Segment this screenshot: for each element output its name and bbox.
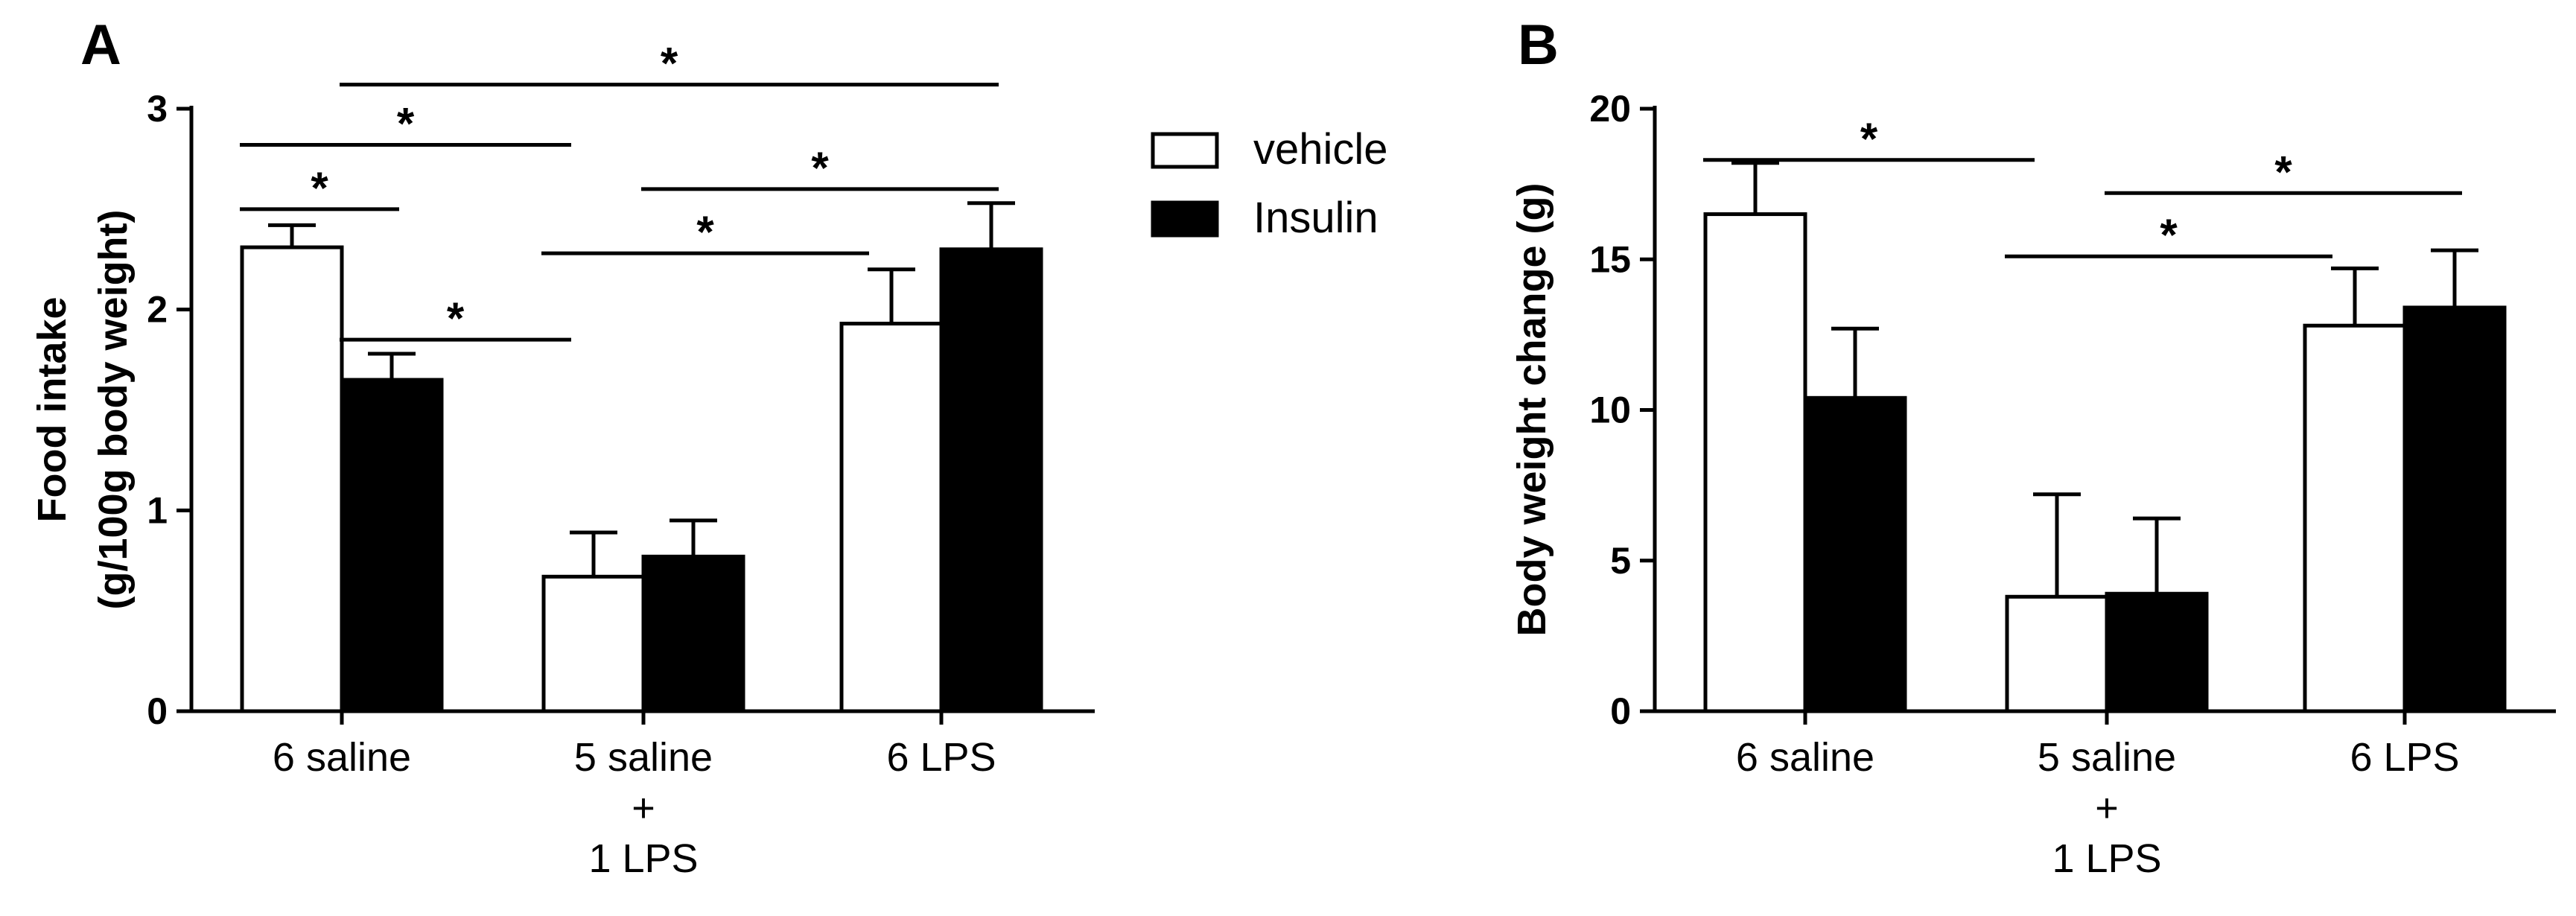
bar-insulin [2402, 305, 2507, 713]
y-tick-label: 20 [1589, 88, 1631, 130]
y-tick-label: 0 [147, 690, 168, 732]
y-axis-title: (g/100g body weight) [91, 209, 136, 609]
legend-swatch-vehicle [1151, 132, 1219, 169]
x-tick-label: 6 LPS [2350, 735, 2459, 780]
panel-letter: B [1518, 13, 1559, 77]
significance-star: * [811, 143, 829, 193]
significance-star: * [661, 39, 678, 89]
bar-vehicle [541, 574, 646, 713]
bar-vehicle [2005, 594, 2109, 713]
legend-label-insulin: Insulin [1253, 194, 1378, 242]
x-tick-label: 5 saline [574, 735, 713, 780]
significance-star: * [2274, 147, 2292, 197]
bar-vehicle [839, 322, 944, 713]
x-tick-label: 6 LPS [886, 735, 996, 780]
bar-insulin [1803, 395, 1907, 713]
bar-insulin [2105, 591, 2209, 713]
x-tick-label: 1 LPS [588, 836, 698, 881]
bar-insulin [939, 247, 1043, 713]
significance-star: * [696, 207, 714, 257]
y-tick-label: 2 [147, 289, 168, 331]
significance-star: * [397, 99, 415, 149]
bar-insulin [340, 378, 444, 713]
x-tick-label: + [2095, 786, 2119, 830]
x-tick-label: 6 saline [273, 735, 411, 780]
y-tick-label: 3 [147, 88, 168, 130]
panel-a-chart: A 0 1 2 3 6 saline 5 saline +1 LPS 6 LPS Food int… [30, 13, 1095, 881]
bar-vehicle [2303, 323, 2407, 713]
y-tick-label: 15 [1589, 238, 1631, 280]
x-tick-label: 6 saline [1736, 735, 1874, 780]
y-axis-title: Body weight change (g) [1510, 182, 1554, 636]
significance-star: * [447, 293, 465, 343]
y-tick-label: 1 [147, 489, 168, 531]
bar-vehicle [240, 245, 344, 713]
significance-star: * [311, 163, 328, 213]
legend: vehicle Insulin [1151, 125, 1388, 242]
bar-insulin [641, 554, 745, 713]
x-tick-label: 1 LPS [2052, 836, 2161, 881]
legend-label-vehicle: vehicle [1253, 125, 1388, 174]
y-axis-title: Food intake [30, 296, 74, 522]
x-tick-label: 5 saline [2038, 735, 2176, 780]
significance-star: * [2160, 210, 2178, 260]
bar-vehicle [1703, 212, 1807, 713]
panel-letter: A [80, 13, 121, 77]
legend-swatch-insulin [1151, 200, 1219, 238]
y-tick-label: 0 [1610, 690, 1631, 732]
y-tick-label: 5 [1610, 540, 1631, 582]
y-tick-label: 10 [1589, 389, 1631, 431]
significance-star: * [1860, 114, 1878, 164]
panel-b-chart: B 0 5 10 15 20 6 saline 5 saline +1 LPS 6 LPS Body… [1510, 13, 2556, 881]
x-tick-label: + [632, 786, 655, 830]
